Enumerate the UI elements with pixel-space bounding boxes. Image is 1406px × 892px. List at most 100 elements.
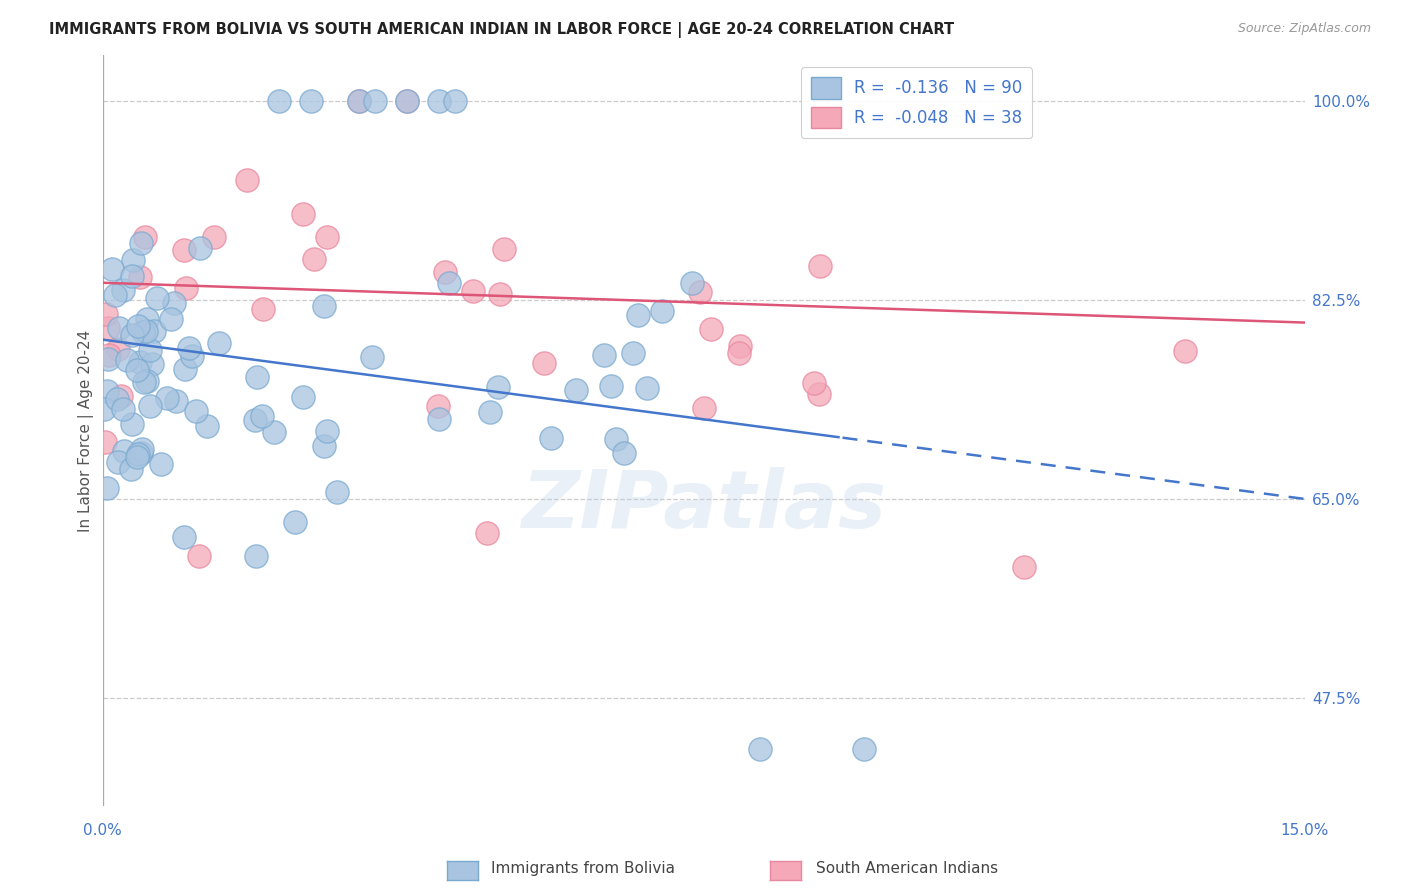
Point xyxy=(105,392,128,407)
Point xyxy=(564,383,586,397)
Point xyxy=(361,351,384,365)
Point xyxy=(681,276,703,290)
Point xyxy=(347,94,370,108)
Point xyxy=(180,350,202,364)
Point xyxy=(129,235,152,250)
Point xyxy=(162,295,184,310)
Point xyxy=(396,94,419,108)
Point xyxy=(187,549,209,563)
Point xyxy=(292,207,315,221)
Point xyxy=(134,230,156,244)
Point xyxy=(486,380,509,394)
Text: 15.0%: 15.0% xyxy=(1281,823,1329,838)
Point xyxy=(292,391,315,405)
Point xyxy=(202,230,225,244)
Point xyxy=(112,401,135,416)
Point xyxy=(621,346,644,360)
Text: ZIPatlas: ZIPatlas xyxy=(522,467,886,545)
Point xyxy=(134,375,156,389)
Point xyxy=(125,450,148,464)
Point xyxy=(120,461,142,475)
Point xyxy=(807,387,830,401)
Text: Source: ZipAtlas.com: Source: ZipAtlas.com xyxy=(1237,22,1371,36)
Point xyxy=(728,346,751,360)
Point xyxy=(364,94,387,108)
Point xyxy=(188,241,211,255)
Point xyxy=(127,447,149,461)
Point xyxy=(396,94,419,108)
Point xyxy=(748,742,770,756)
Point xyxy=(104,288,127,302)
Point xyxy=(636,381,658,395)
Point xyxy=(186,404,208,418)
Point xyxy=(156,391,179,405)
Point xyxy=(700,322,723,336)
Point xyxy=(444,94,467,108)
Point xyxy=(94,307,117,321)
Point xyxy=(437,276,460,290)
Point xyxy=(730,339,752,353)
Point xyxy=(533,355,555,369)
Point xyxy=(540,431,562,445)
Point xyxy=(139,343,162,357)
Point xyxy=(176,281,198,295)
Point xyxy=(115,353,138,368)
Point xyxy=(146,291,169,305)
Text: 0.0%: 0.0% xyxy=(83,823,122,838)
Point xyxy=(121,268,143,283)
Point xyxy=(494,242,516,256)
Point xyxy=(246,369,269,384)
Legend: R =  -0.136   N = 90, R =  -0.048   N = 38: R = -0.136 N = 90, R = -0.048 N = 38 xyxy=(800,67,1032,138)
Point xyxy=(107,342,129,356)
Point xyxy=(434,265,457,279)
Point xyxy=(141,357,163,371)
Point xyxy=(600,379,623,393)
Point xyxy=(427,412,450,426)
Point xyxy=(1014,560,1036,574)
Point xyxy=(195,419,218,434)
Point xyxy=(693,401,716,415)
Point xyxy=(108,320,131,334)
Point xyxy=(100,262,122,277)
Text: South American Indians: South American Indians xyxy=(815,862,998,876)
Point xyxy=(488,287,510,301)
Point xyxy=(98,349,121,363)
Point xyxy=(808,259,831,273)
Point xyxy=(179,341,201,355)
Point xyxy=(284,515,307,529)
Point xyxy=(689,285,711,299)
Point xyxy=(160,312,183,326)
Point xyxy=(316,230,339,244)
Point xyxy=(477,526,499,541)
Point xyxy=(326,484,349,499)
Point xyxy=(142,324,165,338)
Text: IMMIGRANTS FROM BOLIVIA VS SOUTH AMERICAN INDIAN IN LABOR FORCE | AGE 20-24 CORR: IMMIGRANTS FROM BOLIVIA VS SOUTH AMERICA… xyxy=(49,22,955,38)
Point xyxy=(136,374,159,388)
Point xyxy=(122,252,145,267)
Point xyxy=(173,530,195,544)
Point xyxy=(136,311,159,326)
Point xyxy=(127,319,149,334)
Point xyxy=(853,742,876,756)
Point xyxy=(613,446,636,460)
Point xyxy=(165,393,187,408)
Point xyxy=(236,173,259,187)
Point xyxy=(107,455,129,469)
Point xyxy=(174,362,197,376)
Point xyxy=(129,446,152,460)
Point xyxy=(463,284,485,298)
Point xyxy=(93,401,115,416)
Point xyxy=(121,417,143,432)
Point xyxy=(605,433,627,447)
Point xyxy=(1174,344,1197,359)
Point xyxy=(208,335,231,350)
Point xyxy=(110,389,132,403)
Point xyxy=(135,324,157,338)
Point xyxy=(627,308,650,322)
Point xyxy=(314,439,336,453)
Point xyxy=(267,94,290,108)
Point xyxy=(252,409,274,423)
Point xyxy=(243,412,266,426)
Text: Immigrants from Bolivia: Immigrants from Bolivia xyxy=(492,862,675,876)
Point xyxy=(427,399,450,413)
